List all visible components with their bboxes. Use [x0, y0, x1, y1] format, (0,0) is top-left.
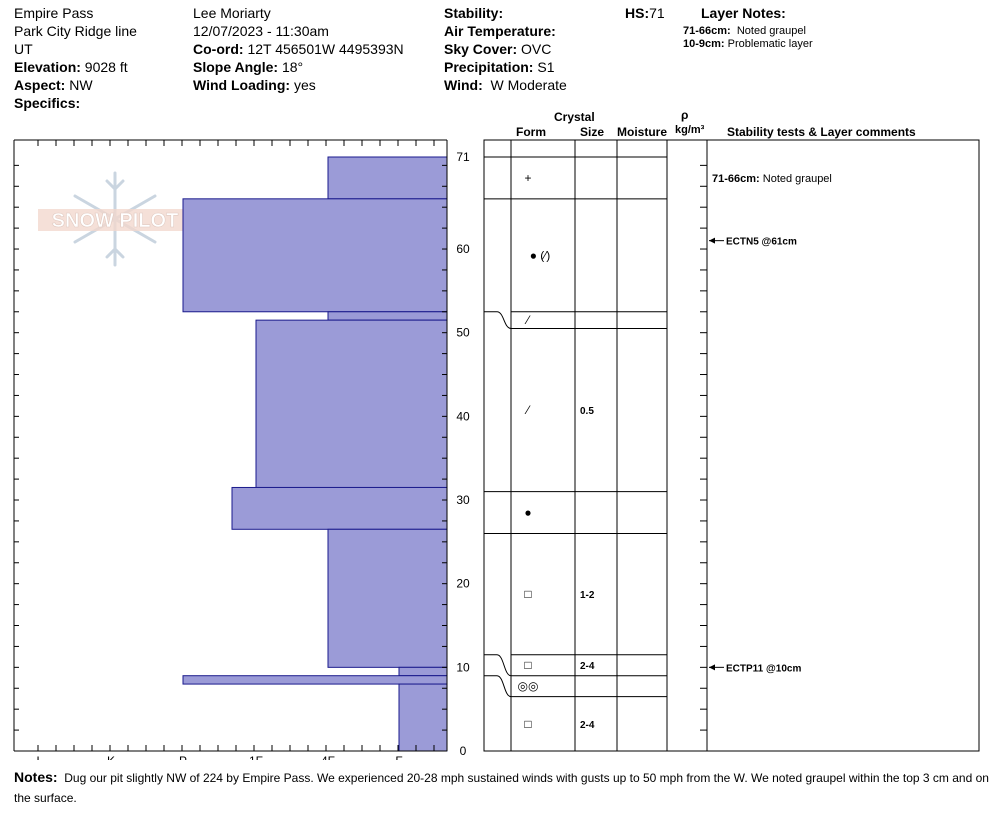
aspect-row: Aspect: NW — [14, 76, 93, 94]
coord-value: 12T 456501W 4495393N — [247, 41, 404, 57]
hs-label: HS: — [625, 5, 650, 21]
moisture-header: Moisture — [617, 125, 668, 139]
grain-size-label: 2-4 — [580, 661, 595, 672]
grain-form-symbol: ⁄ — [524, 403, 531, 417]
hardness-bar — [327, 311, 448, 321]
aspect-label: Aspect: — [14, 77, 66, 93]
aspect-value: NW — [69, 77, 93, 93]
grain-size-label: 2-4 — [580, 720, 595, 731]
grain-table-border — [483, 139, 980, 752]
grain-form-symbol: □ — [524, 587, 531, 601]
hardness-tick-label: I — [36, 754, 39, 760]
observer: Lee Moriarty — [193, 5, 271, 21]
wind-row: Wind: W Moderate — [444, 76, 567, 94]
slope-row: Slope Angle: 18° — [193, 58, 303, 76]
grain-form-symbol: □ — [524, 717, 531, 731]
layer-note-2: 10-9cm: Problematic layer — [683, 38, 813, 50]
hardness-bar — [398, 683, 448, 752]
wind-loading-label: Wind Loading: — [193, 77, 291, 93]
range: Park City Ridge line — [14, 23, 137, 39]
depth-tick-label: 0 — [460, 744, 467, 758]
hardness-tick-label: K — [107, 754, 115, 760]
stability-test-label: ECTP11 @10cm — [726, 663, 801, 674]
depth-tick-label: 50 — [456, 326, 470, 340]
coord-row: Co-ord: 12T 456501W 4495393N — [193, 40, 404, 58]
coord-label: Co-ord: — [193, 41, 244, 57]
layer-notes-title: Layer Notes: — [701, 5, 786, 21]
stability-tests-header: Stability tests & Layer comments — [727, 125, 916, 139]
wind-loading-value: yes — [293, 77, 316, 93]
grain-form-symbol: □ — [524, 658, 531, 672]
hardness-tick-label: F — [395, 754, 402, 760]
logo-text: SNOW PILOT — [52, 210, 179, 232]
hardness-bar — [231, 486, 448, 530]
layer-connector — [484, 654, 512, 677]
elevation-row: Elevation: 9028 ft — [14, 58, 128, 76]
wind-value: W Moderate — [490, 77, 567, 93]
depth-tick-label: 20 — [456, 577, 470, 591]
stability-label: Stability: — [444, 5, 504, 21]
location: Empire Pass — [14, 5, 94, 21]
grain-form-symbol: ● — [524, 506, 531, 520]
hardness-tick-label: 1F — [249, 754, 263, 760]
sky-row: Sky Cover: OVC — [444, 40, 551, 58]
hardness-tick-label: P — [179, 754, 187, 760]
precip-value: S1 — [537, 59, 555, 75]
grain-size-label: 0.5 — [580, 406, 594, 417]
slope-label: Slope Angle: — [193, 59, 279, 75]
specifics-label: Specifics: — [14, 95, 81, 111]
crystal-header: Crystal — [554, 110, 595, 124]
air-temp-row: Air Temperature: — [444, 22, 556, 40]
depth-tick-label: 40 — [456, 409, 470, 423]
grain-form-symbol: ◎◎ — [518, 679, 539, 693]
layer-connector — [484, 675, 512, 698]
hs-value: 71 — [649, 5, 665, 21]
layer-comment: 71-66cm: Noted graupel — [712, 173, 832, 185]
grain-form-symbol: ● (⁄) — [530, 248, 551, 262]
stability-arrow-head — [709, 664, 715, 671]
stability-test-label: ECTN5 @61cm — [726, 237, 797, 248]
notes: Notes: Dug our pit slightly NW of 224 by… — [14, 767, 989, 808]
wind-label: Wind: — [444, 77, 483, 93]
hardness-bar — [398, 666, 448, 677]
depth-tick-label: 60 — [456, 242, 470, 256]
elevation-value: 9028 ft — [84, 59, 128, 75]
size-header: Size — [580, 125, 605, 139]
depth-tick-label: 71 — [456, 150, 470, 164]
hardness-bar — [255, 319, 448, 488]
grain-form-symbol: + — [524, 171, 531, 185]
hardness-bar — [327, 156, 448, 200]
hardness-tick-label: 4F — [321, 754, 335, 760]
notes-text: Dug our pit slightly NW of 224 by Empire… — [14, 771, 989, 805]
layer-note-1: 71-66cm: Noted graupel — [683, 25, 806, 37]
depth-tick-label: 10 — [456, 660, 470, 674]
hardness-bar — [327, 528, 448, 668]
hardness-bar — [182, 198, 448, 313]
precip-label: Precipitation: — [444, 59, 534, 75]
grain-size-label: 1-2 — [580, 590, 595, 601]
sky-label: Sky Cover: — [444, 41, 518, 57]
air-temp-label: Air Temperature: — [444, 23, 556, 39]
elevation-label: Elevation: — [14, 59, 81, 75]
stability-arrow-head — [709, 237, 715, 244]
state: UT — [14, 41, 33, 57]
stability-row: Stability: — [444, 4, 503, 22]
rho-header: ρ — [681, 108, 689, 122]
layer-connector — [484, 311, 512, 330]
specifics-row: Specifics: — [14, 94, 80, 112]
snowpilot-logo: SNOW PILOT — [38, 171, 192, 267]
snow-profile-chart: SNOW PILOT I K P 1F 4F F 0 10 20 30 40 50 60 71 + ● (⁄… — [13, 139, 980, 760]
grain-form-symbol: ⁄ — [524, 313, 531, 327]
wind-loading-row: Wind Loading: yes — [193, 76, 316, 94]
form-header: Form — [516, 125, 546, 139]
slope-value: 18° — [281, 59, 304, 75]
hardness-bar — [182, 675, 448, 685]
sky-value: OVC — [521, 41, 552, 57]
hs-row: HS:71 — [625, 4, 665, 22]
datetime: 12/07/2023 - 11:30am — [193, 23, 329, 39]
notes-label: Notes: — [14, 769, 58, 785]
depth-tick-label: 30 — [456, 493, 470, 507]
density-unit-header: kg/m³ — [675, 124, 705, 136]
precip-row: Precipitation: S1 — [444, 58, 554, 76]
